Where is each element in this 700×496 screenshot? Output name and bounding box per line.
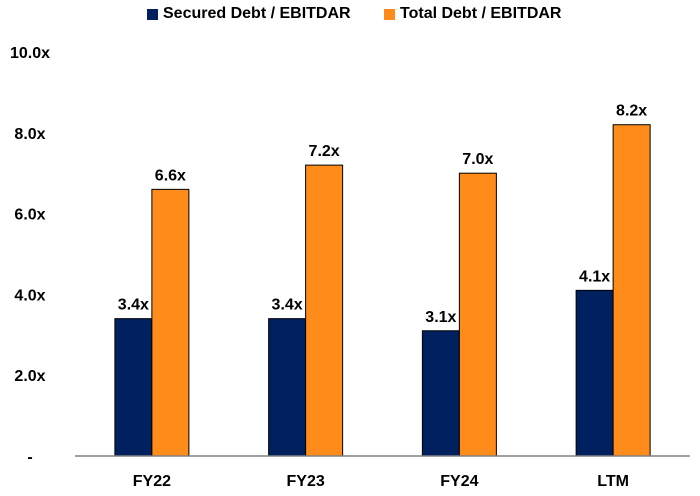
- x-tick-label: LTM: [597, 473, 629, 490]
- legend-swatch-secured: [147, 8, 158, 20]
- data-label: 3.4x: [272, 297, 303, 314]
- bar: [421, 330, 460, 457]
- x-tick-label: FY23: [287, 473, 325, 490]
- bar: [114, 318, 153, 457]
- chart-legend: Secured Debt / EBITDAR Total Debt / EBIT…: [0, 5, 700, 27]
- y-tick-label: 8.0x: [14, 126, 45, 143]
- y-tick-label: 6.0x: [14, 207, 45, 224]
- legend-swatch-total: [384, 8, 395, 20]
- data-label: 4.1x: [579, 268, 610, 285]
- bar: [151, 188, 190, 457]
- data-label: 7.2x: [309, 143, 340, 160]
- bar: [458, 172, 497, 457]
- y-tick-label: 4.0x: [14, 287, 45, 304]
- data-label: 6.6x: [155, 167, 186, 184]
- y-tick-label: 2.0x: [14, 368, 45, 385]
- bar: [268, 318, 307, 457]
- legend-item-secured: Secured Debt / EBITDAR: [147, 5, 351, 23]
- legend-label-total: Total Debt / EBITDAR: [400, 5, 562, 22]
- x-tick-label: FY22: [133, 473, 171, 490]
- bar: [612, 124, 651, 457]
- legend-item-total: Total Debt / EBITDAR: [384, 5, 561, 23]
- y-tick-label: 10.0x: [10, 45, 50, 62]
- data-label: 8.2x: [616, 103, 647, 120]
- x-tick-label: FY24: [440, 473, 478, 490]
- data-label: 3.4x: [118, 297, 149, 314]
- data-label: 7.0x: [462, 151, 493, 168]
- data-label: 3.1x: [425, 309, 456, 326]
- legend-label-secured: Secured Debt / EBITDAR: [163, 5, 351, 22]
- bar: [575, 289, 614, 457]
- bar: [305, 164, 344, 457]
- y-tick-label: -: [27, 449, 32, 466]
